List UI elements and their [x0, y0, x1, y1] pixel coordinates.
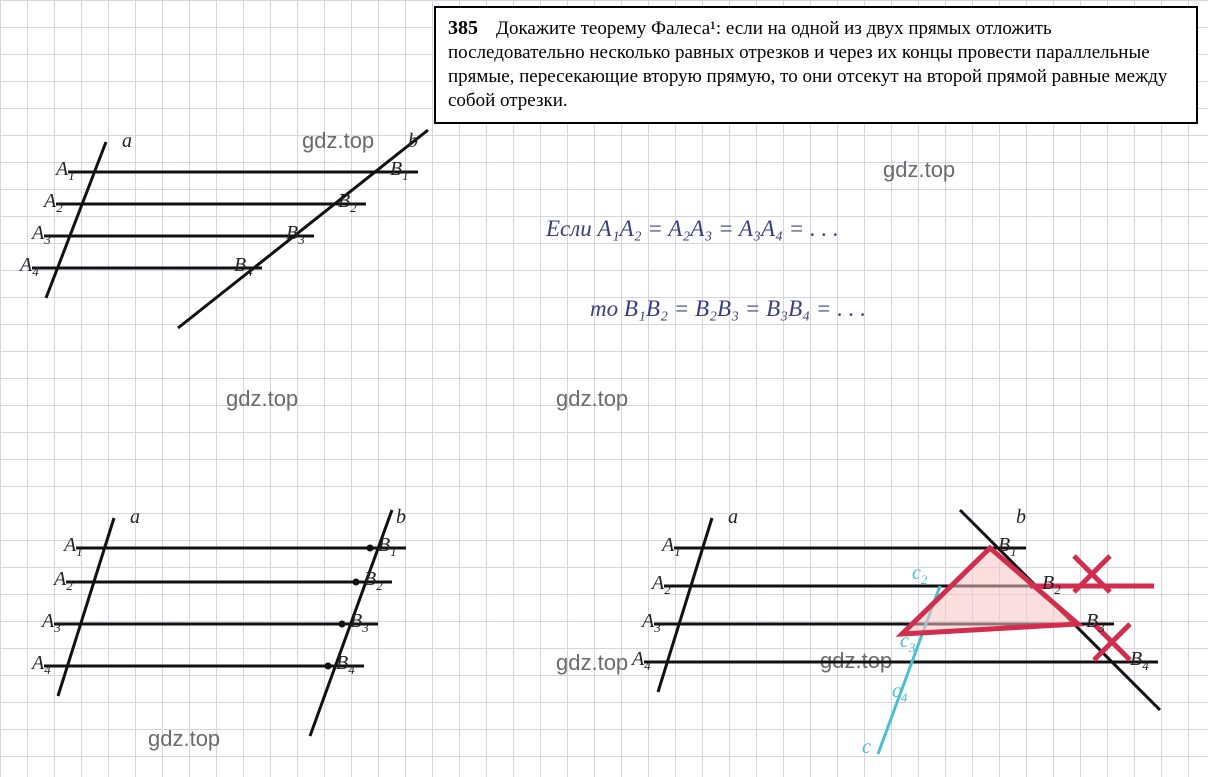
- diagram-label: A2: [54, 568, 73, 594]
- diagram-label: a: [728, 506, 738, 529]
- diagram-label: A3: [642, 610, 661, 636]
- diagram-label: B2: [364, 568, 383, 594]
- diagram-label: a: [130, 506, 140, 529]
- diagram-label: A2: [44, 190, 63, 216]
- diagram-label: A1: [56, 158, 75, 184]
- diagram-label: A4: [632, 648, 651, 674]
- diagram-label: A1: [64, 534, 83, 560]
- diagram-label: B3: [1086, 610, 1105, 636]
- diagram-label: c: [862, 736, 871, 759]
- problem-text: Докажите теорему Фалеса¹: если на одной …: [448, 18, 1167, 111]
- diagram-label: b: [408, 130, 418, 153]
- diagram-2: [20, 500, 440, 760]
- diagram-label: B4: [1130, 648, 1149, 674]
- diagram-label: A2: [652, 572, 671, 598]
- diagram-label: A3: [32, 222, 51, 248]
- diagram-3: [640, 500, 1200, 760]
- diagram-label: B4: [234, 254, 253, 280]
- diagram-label: B2: [1042, 572, 1061, 598]
- problem-box: 385 Докажите теорему Фалеса¹: если на од…: [434, 6, 1198, 124]
- diagram-label: A1: [662, 534, 681, 560]
- diagram-label: a: [122, 130, 132, 153]
- diagram-label: B3: [286, 222, 305, 248]
- diagram-label: c4: [892, 680, 907, 706]
- diagram-label: c3: [900, 630, 915, 656]
- diagram-label: B4: [336, 652, 355, 678]
- diagram-label: b: [396, 506, 406, 529]
- diagram-label: B1: [378, 534, 397, 560]
- diagram-label: B3: [350, 610, 369, 636]
- diagram-label: B2: [338, 190, 357, 216]
- diagram-label: B1: [390, 158, 409, 184]
- diagram-label: b: [1016, 506, 1026, 529]
- diagram-label: A3: [42, 610, 61, 636]
- diagram-label: B1: [998, 534, 1017, 560]
- diagram-label: c2: [912, 562, 927, 588]
- diagram-label: A4: [32, 652, 51, 678]
- handwriting-line-1: Если A₁A₂ = A₂A₃ = A₃A₄ = . . .: [546, 216, 839, 242]
- problem-number: 385: [448, 17, 478, 39]
- diagram-1: [20, 120, 450, 350]
- handwriting-line-2: то B₁B₂ = B₂B₃ = B₃B₄ = . . .: [590, 296, 866, 322]
- diagram-label: A4: [20, 254, 39, 280]
